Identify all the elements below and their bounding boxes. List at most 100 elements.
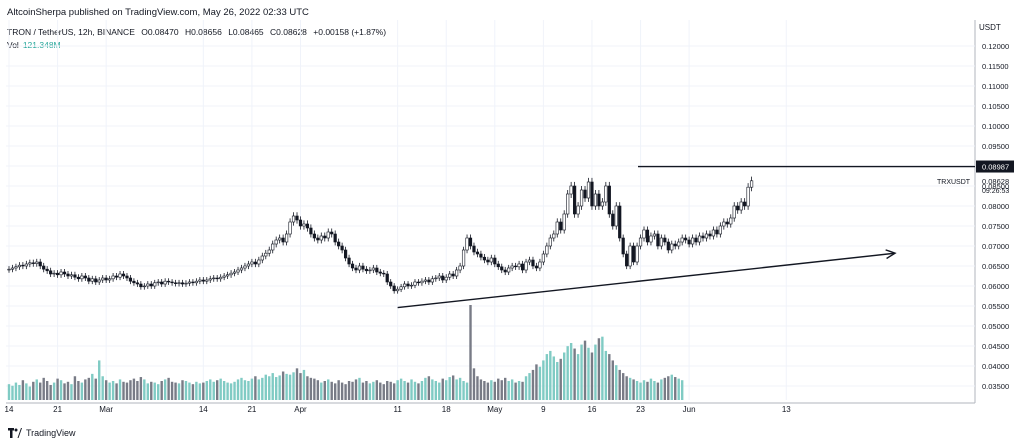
candle-body <box>607 185 611 215</box>
volume-bar <box>611 360 614 400</box>
candle-body <box>690 237 695 245</box>
volume-bar <box>347 381 351 400</box>
candle-body <box>45 268 49 272</box>
candle-body <box>663 237 667 243</box>
volume-bar <box>590 352 594 400</box>
volume-bar <box>576 354 580 400</box>
volume-bar <box>465 382 469 400</box>
candle-body <box>631 245 636 263</box>
price-axis[interactable]: USDT 0.12000 0.11500 0.11000 0.10500 0.10000 0… <box>937 23 1014 391</box>
volume-bar <box>87 377 91 400</box>
candle-body <box>743 201 747 207</box>
volume-bar <box>517 381 521 400</box>
volume-bar <box>545 354 549 400</box>
candle-body <box>305 223 310 229</box>
trendline-arrowhead <box>885 249 897 260</box>
footer-brand[interactable]: TradingView <box>8 428 76 438</box>
volume-bar <box>292 372 295 400</box>
candle-body <box>62 271 67 275</box>
candle-body <box>645 229 650 243</box>
candle-body <box>350 263 355 269</box>
support-trendline <box>397 252 896 309</box>
candle-body <box>316 237 320 241</box>
volume-bar <box>621 373 625 400</box>
candle-body <box>406 283 410 287</box>
candle-body <box>732 205 736 219</box>
candle-body <box>680 237 684 243</box>
time-axis[interactable]: 14 21 Mar 14 21 Apr 11 18 May 9 16 23 Jun 13 <box>5 405 792 414</box>
candle-body <box>496 263 500 268</box>
candle-body <box>330 231 334 235</box>
price-tick-label: 0.07500 <box>982 222 1009 231</box>
candle-body <box>66 273 70 277</box>
volume-bar <box>247 381 250 400</box>
volume-bar <box>583 340 587 400</box>
volume-bar <box>59 380 63 400</box>
candle-body <box>718 225 722 235</box>
candle-body <box>455 269 459 277</box>
volume-bar <box>674 377 677 400</box>
candle-body <box>642 229 646 239</box>
candle-body <box>666 241 670 251</box>
time-tick-label: 13 <box>782 405 791 414</box>
candle-body <box>527 259 532 263</box>
candle-body <box>10 267 15 270</box>
volume-bar <box>136 381 139 400</box>
time-tick-label: Jun <box>683 405 696 414</box>
volume-bar <box>45 381 49 400</box>
candle-body <box>448 273 452 278</box>
volume-bar <box>625 376 628 400</box>
volume-bar <box>302 369 306 400</box>
candle-body <box>711 229 716 237</box>
volume-bar <box>653 381 656 400</box>
candle-body <box>451 273 455 277</box>
price-change: +0.00158 (+1.87%) <box>313 27 387 37</box>
volume-bar <box>451 375 455 400</box>
candle-body <box>371 267 375 271</box>
candle-body <box>42 265 46 270</box>
volume-bar <box>493 381 496 400</box>
volume-bar <box>333 383 337 400</box>
candle-body <box>649 235 653 243</box>
volume-bar <box>587 347 590 400</box>
volume-bar <box>299 373 302 400</box>
candle-body <box>378 271 382 274</box>
ohlc-close: C0.08628 <box>270 27 307 37</box>
candle-body <box>673 243 677 247</box>
volume-bar <box>382 384 385 400</box>
candle-body <box>326 231 330 239</box>
candle-body <box>337 241 341 247</box>
volume-bar <box>417 383 420 400</box>
volume-bar <box>337 380 340 400</box>
volume-bar <box>372 381 375 400</box>
price-tick-label: 0.10500 <box>982 102 1009 111</box>
candle-body <box>590 181 594 207</box>
candle-body <box>604 185 608 203</box>
volume-bar <box>198 383 202 400</box>
volume-bar <box>63 383 66 400</box>
candle-body <box>156 281 160 284</box>
candle-body <box>534 265 539 269</box>
candle-body <box>593 193 598 207</box>
volume-bar <box>313 378 316 400</box>
volume-bar <box>500 380 503 400</box>
volume-bar <box>28 386 32 400</box>
price-tick-label: 0.08000 <box>982 202 1009 211</box>
candle-body <box>239 267 244 271</box>
price-tick-label: 0.12000 <box>982 42 1009 51</box>
volume-bar <box>375 380 379 400</box>
candle-body <box>600 201 604 207</box>
symbol-name[interactable]: TRON / TetherUS, 12h, BINANCE <box>7 27 135 37</box>
candle-body <box>198 279 202 282</box>
candle-body <box>149 283 153 287</box>
candle-body <box>531 259 535 267</box>
volume-bar <box>125 382 129 400</box>
volume-bar <box>205 381 208 400</box>
volume-bar <box>233 381 236 400</box>
volume-bar <box>406 382 410 400</box>
volume-bar <box>129 380 132 400</box>
volume-bar <box>361 382 365 400</box>
trend-drawings <box>397 165 975 309</box>
volume-bar <box>212 381 215 400</box>
